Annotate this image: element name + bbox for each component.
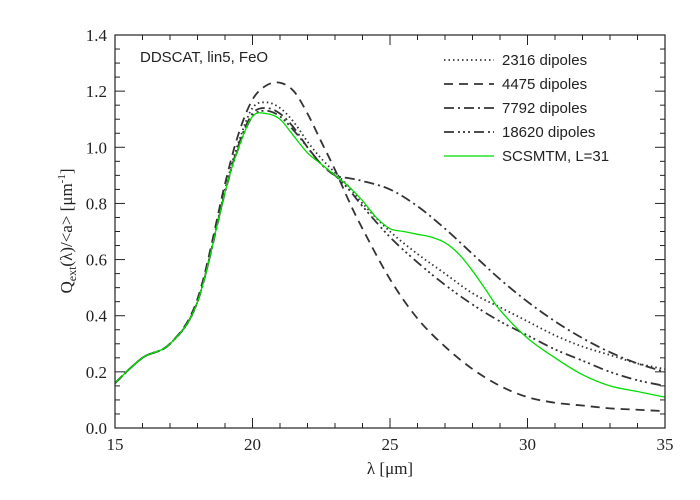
x-tick-label: 15 [107,435,124,454]
y-tick-label: 1.0 [86,138,107,157]
y-tick-label: 0.0 [86,419,107,438]
y-axis-title-mid: (λ)/<a> [μm [57,183,76,266]
series-line-3 [115,107,665,384]
legend-label-3: 7792 dipoles [502,100,587,117]
y-axis-title-q: Q [57,281,76,293]
legend-label-2: 4475 dipoles [502,76,587,93]
y-tick-label: 1.4 [86,26,108,45]
x-tick-label: 35 [657,435,674,454]
y-tick-label: 0.8 [86,194,107,213]
series-line-1 [115,101,665,384]
y-axis-title-sup: -1 [56,174,68,183]
y-tick-label: 0.4 [86,307,108,326]
series-line-5 [115,112,665,398]
y-tick-label: 1.2 [86,82,107,101]
y-axis-title: Qext(λ)/<a> [μm-1] [56,168,79,293]
annotation-text: DDSCAT, lin5, FeO [140,49,268,66]
legend-label-4: 18620 dipoles [502,124,595,141]
x-tick-label: 20 [244,435,261,454]
x-tick-label: 30 [519,435,536,454]
y-tick-label: 0.2 [86,363,107,382]
legend-label-5: SCSMTM, L=31 [502,148,609,165]
y-axis-title-sub: ext [65,266,79,281]
x-tick-label: 25 [382,435,399,454]
series-line-2 [115,81,665,413]
y-axis-title-end: ] [57,168,76,174]
y-tick-label: 0.6 [86,251,107,270]
legend-label-1: 2316 dipoles [502,52,587,69]
x-axis-title: λ [μm] [367,459,413,478]
